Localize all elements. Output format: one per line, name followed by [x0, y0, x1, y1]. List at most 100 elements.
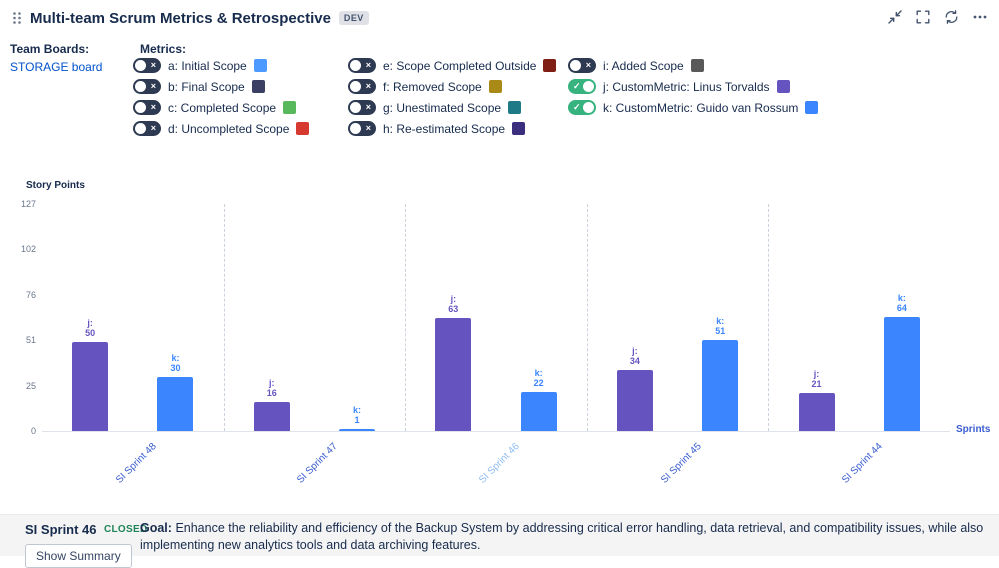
metric-toggle-e[interactable]: × — [348, 58, 376, 73]
metric-row-j: ✓ j: CustomMetric: Linus Torvalds — [568, 79, 790, 94]
metric-toggle-j[interactable]: ✓ — [568, 79, 596, 94]
metric-label-b: b: Final Scope — [168, 79, 245, 94]
metric-label-a: a: Initial Scope — [168, 58, 247, 73]
metric-toggle-i[interactable]: × — [568, 58, 596, 73]
y-axis-tick-127: 127 — [20, 199, 36, 209]
goal-text: Enhance the reliability and efficiency o… — [140, 521, 984, 552]
group-separator — [768, 204, 770, 431]
bar-value-label-j: j: 34 — [629, 346, 640, 366]
metric-label-c: c: Completed Scope — [168, 100, 277, 115]
bar-k-SI-Sprint-44[interactable] — [883, 317, 920, 431]
x-axis-title: Sprints — [956, 424, 991, 435]
metric-color-chip-j — [776, 80, 790, 93]
footer-sprint-name: SI Sprint 46 — [25, 522, 97, 537]
show-summary-button[interactable]: Show Summary — [25, 544, 132, 568]
toggle-knob — [570, 60, 581, 71]
team-boards-label: Team Boards: — [10, 42, 90, 56]
bar-k-SI-Sprint-45[interactable] — [702, 340, 739, 431]
sprint-label-SI-Sprint-48[interactable]: SI Sprint 48 — [113, 441, 159, 486]
sprint-label-SI-Sprint-47[interactable]: SI Sprint 47 — [295, 441, 341, 486]
bar-k-SI-Sprint-48[interactable] — [157, 377, 194, 431]
check-icon: ✓ — [573, 81, 581, 91]
metric-row-c: × c: Completed Scope — [133, 100, 348, 115]
bar-value-label-k: k: 64 — [896, 293, 907, 313]
bar-k-SI-Sprint-46[interactable] — [520, 392, 557, 431]
sprint-footer: SI Sprint 46 CLOSED Goal: Enhance the re… — [0, 514, 999, 568]
toggle-knob — [583, 102, 594, 113]
y-axis-title: Story Points — [26, 180, 85, 191]
storage-board-link[interactable]: STORAGE board — [10, 60, 103, 74]
x-axis-line — [42, 431, 950, 432]
sprint-label-SI-Sprint-45[interactable]: SI Sprint 45 — [658, 441, 704, 486]
cross-icon: × — [365, 81, 371, 91]
group-separator — [223, 204, 225, 431]
header-actions — [888, 10, 987, 24]
metric-toggle-k[interactable]: ✓ — [568, 100, 596, 115]
cross-icon: × — [150, 60, 156, 70]
more-options-icon[interactable] — [973, 15, 987, 19]
bar-j-SI-Sprint-45[interactable] — [616, 370, 653, 431]
metric-row-e: × e: Scope Completed Outside — [348, 58, 568, 73]
metric-color-chip-c — [283, 101, 297, 114]
metric-color-chip-b — [251, 80, 265, 93]
group-separator — [405, 204, 407, 431]
bar-j-SI-Sprint-44[interactable] — [798, 393, 835, 431]
y-axis-tick-0: 0 — [30, 426, 36, 436]
metric-row-i: × i: Added Scope — [568, 58, 783, 73]
metric-toggle-f[interactable]: × — [348, 79, 376, 94]
bar-j-SI-Sprint-46[interactable] — [435, 318, 472, 431]
metric-toggle-c[interactable]: × — [133, 100, 161, 115]
y-axis-tick-76: 76 — [25, 290, 36, 301]
team-boards-section: Team Boards: STORAGE board — [10, 42, 102, 74]
metric-row-a: × a: Initial Scope — [133, 58, 348, 73]
metric-color-chip-k — [805, 101, 819, 114]
sprint-label-SI-Sprint-46[interactable]: SI Sprint 46 — [477, 441, 522, 486]
metrics-column: × e: Scope Completed Outside × f: Removed S… — [348, 58, 568, 142]
metric-row-k: ✓ k: CustomMetric: Guido van Rossum — [568, 100, 819, 115]
cross-icon: × — [365, 123, 371, 133]
cross-icon: × — [585, 60, 591, 70]
metric-row-g: × g: Unestimated Scope — [348, 100, 568, 115]
metrics-grid: × a: Initial Scope × b: Final Scope × c: Comp… — [133, 58, 819, 142]
metric-label-f: f: Removed Scope — [383, 79, 482, 94]
collapse-icon[interactable] — [888, 10, 902, 24]
bar-value-label-j: j: 16 — [266, 378, 277, 398]
metric-label-j: j: CustomMetric: Linus Torvalds — [603, 79, 770, 94]
metric-toggle-d[interactable]: × — [133, 121, 161, 136]
metric-label-i: i: Added Scope — [603, 58, 684, 73]
drag-handle-icon[interactable] — [12, 11, 22, 25]
toggle-knob — [350, 81, 361, 92]
refresh-icon[interactable] — [944, 10, 959, 24]
toggle-knob — [583, 81, 594, 92]
bar-value-label-j: j: 21 — [811, 369, 822, 389]
bar-j-SI-Sprint-47[interactable] — [253, 402, 290, 431]
cross-icon: × — [365, 60, 371, 70]
y-axis-tick-102: 102 — [20, 243, 36, 254]
metric-color-chip-i — [690, 59, 704, 72]
toggle-knob — [135, 81, 146, 92]
goal-label: Goal: — [140, 521, 172, 535]
cross-icon: × — [365, 102, 371, 112]
bar-value-label-k: k: 1 — [353, 405, 362, 425]
sprint-label-SI-Sprint-44[interactable]: SI Sprint 44 — [840, 441, 885, 486]
metric-toggle-h[interactable]: × — [348, 121, 376, 136]
toggle-knob — [350, 102, 361, 113]
bar-k-SI-Sprint-47[interactable] — [339, 429, 376, 431]
fullscreen-icon[interactable] — [916, 10, 930, 24]
toggle-knob — [350, 123, 361, 134]
metric-row-h: × h: Re-estimated Scope — [348, 121, 568, 136]
metric-toggle-b[interactable]: × — [133, 79, 161, 94]
cross-icon: × — [150, 123, 156, 133]
cross-icon: × — [150, 81, 156, 91]
bar-j-SI-Sprint-48[interactable] — [72, 342, 109, 431]
metric-toggle-a[interactable]: × — [133, 58, 161, 73]
metric-row-f: × f: Removed Scope — [348, 79, 568, 94]
y-axis-tick-51: 51 — [25, 334, 36, 345]
metric-label-g: g: Unestimated Scope — [383, 100, 502, 115]
metric-toggle-g[interactable]: × — [348, 100, 376, 115]
metric-row-b: × b: Final Scope — [133, 79, 348, 94]
metrics-column: × i: Added Scope ✓ j: CustomMetric: Linus T… — [568, 58, 819, 142]
metric-color-chip-h — [512, 122, 526, 135]
chart: Story Points Sprints 0 25 51 76 102 127 j: 50 k:… — [0, 178, 999, 513]
toggle-knob — [135, 102, 146, 113]
